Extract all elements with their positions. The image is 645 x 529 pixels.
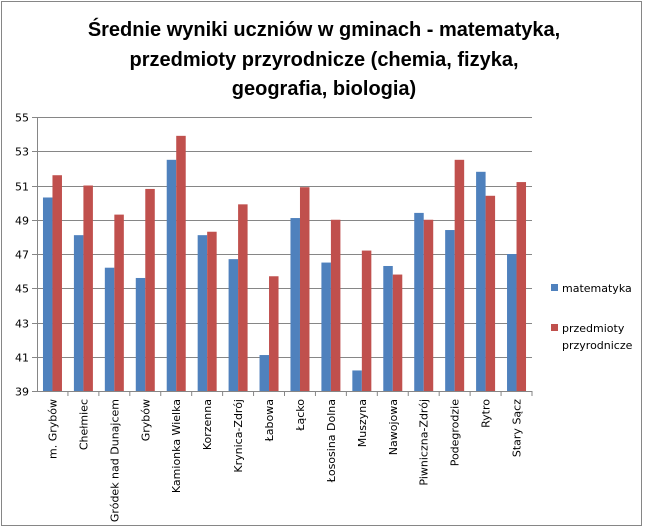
bar-matematyka [321,262,331,391]
bar-matematyka [197,235,208,391]
bar-przyrodnicze [361,250,372,391]
bar-matematyka [228,259,239,391]
x-tick-label: Chełmiec [77,399,90,450]
y-tick-label: 53 [15,146,29,159]
y-tick-label: 41 [15,352,29,365]
y-tick-label: 55 [15,112,29,125]
title-line-2: przedmioty przyrodnicze (chemia, fizyka, [130,49,519,71]
x-tick-label: Łososina Dolna [325,399,338,483]
y-tick-labels: 39 41 43 45 47 49 51 53 55 [15,112,29,399]
bar-matematyka [445,230,455,391]
x-tick-label: Nawojowa [387,399,400,455]
bar-matematyka [73,235,84,391]
bar-przyrodnicze [299,187,310,391]
y-tick-label: 43 [15,318,29,331]
legend-label: matematyka [562,282,632,295]
bar-przyrodnicze [330,219,341,391]
bar-przyrodnicze [176,135,186,391]
bar-przyrodnicze [269,276,279,391]
bar-matematyka [104,267,115,391]
bar-przyrodnicze [485,195,496,391]
y-tick-label: 39 [15,386,29,399]
bars [42,135,527,391]
bar-przyrodnicze [423,219,434,391]
legend: matematyka przedmioty przyrodnicze [551,282,633,352]
bar-matematyka [476,171,486,391]
bar-matematyka [352,370,362,391]
x-tick-label: Kamionka Wielka [170,399,183,493]
legend-swatch [551,324,558,331]
bar-matematyka [166,159,177,391]
chart-title: Średnie wyniki uczniów w gminach - matem… [88,17,560,100]
legend-label: przedmioty [562,322,625,335]
bar-przyrodnicze [52,175,62,391]
axes [32,117,533,396]
x-tick-label: Gródek nad Dunajcem [108,399,121,522]
x-tick-label: Grybów [139,399,152,441]
legend-label: przyrodnicze [562,339,633,352]
x-tick-label: Piwniczna-Zdrój [418,399,431,486]
legend-swatch [551,284,558,291]
bar-matematyka [42,197,53,391]
bar-przyrodnicze [516,182,527,391]
bar-przyrodnicze [145,188,155,391]
title-line-3: geografia, biologia) [232,78,416,100]
bar-matematyka [290,218,300,391]
bar-matematyka [414,212,424,391]
x-tick-label: Łabowa [263,399,276,442]
bar-matematyka [135,277,146,391]
x-tick-label: Muszyna [356,399,369,447]
bar-przyrodnicze [207,231,217,391]
bar-matematyka [259,355,270,391]
bar-matematyka [383,265,393,391]
y-tick-label: 49 [15,215,29,228]
y-tick-label: 45 [15,283,29,296]
x-tick-label: Stary Sącz [511,399,524,457]
bar-przyrodnicze [238,204,248,391]
bar-przyrodnicze [392,274,403,391]
x-tick-label: Rytro [480,399,493,428]
x-tick-label: Podegrodzie [449,399,462,467]
title-line-1: Średnie wyniki uczniów w gminach - matem… [88,17,560,41]
bar-przyrodnicze [83,185,93,391]
y-tick-label: 47 [15,249,29,262]
x-tick-label: m. Grybów [46,399,59,459]
x-tick-label: Łącko [294,399,307,432]
bar-przyrodnicze [114,214,124,391]
bar-matematyka [507,254,517,391]
x-tick-labels: m. Grybów Chełmiec Gródek nad Dunajcem Gryb… [46,399,523,522]
bar-przyrodnicze [454,159,465,391]
y-tick-label: 51 [15,181,29,194]
x-tick-label: Krynica-Zdrój [232,399,245,473]
x-tick-label: Korzenna [201,399,214,450]
